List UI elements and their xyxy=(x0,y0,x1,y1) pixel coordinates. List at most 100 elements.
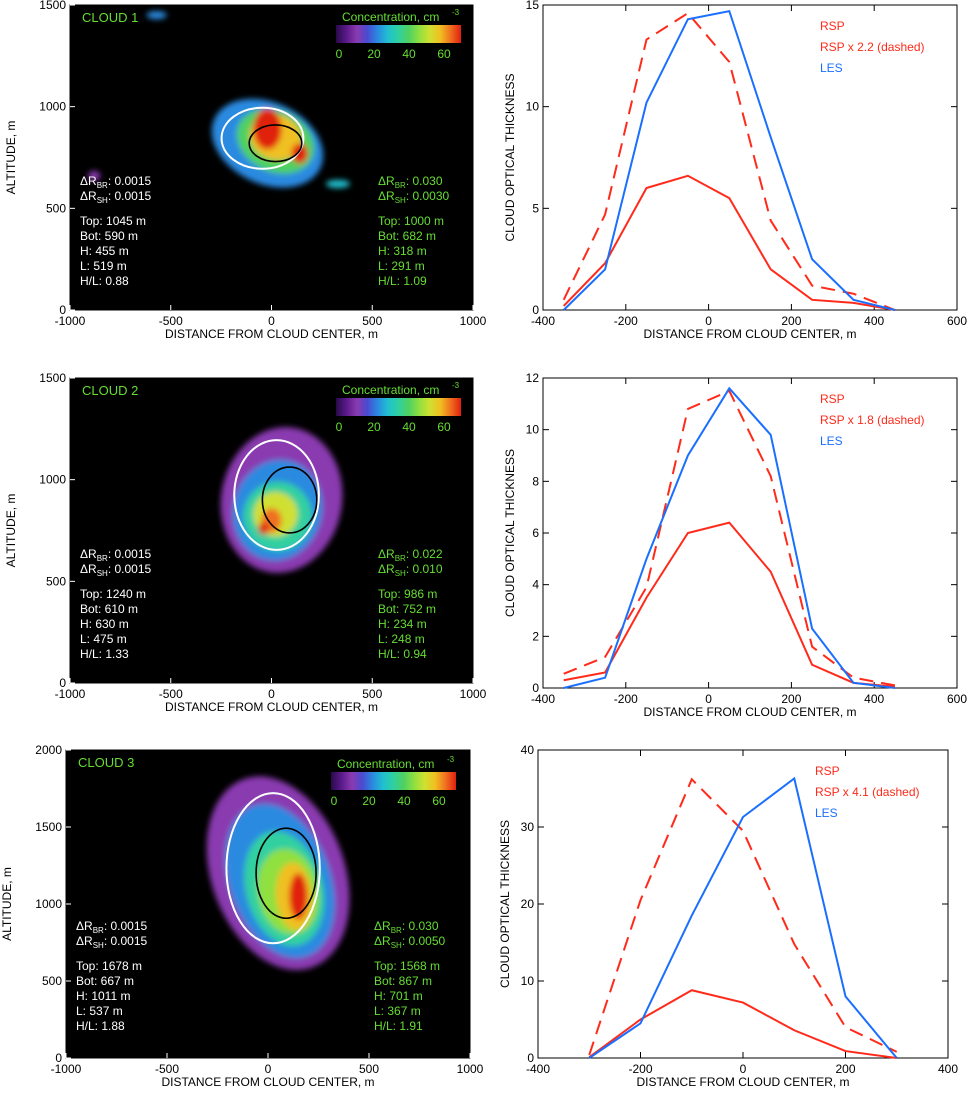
colorbar-tick: 20 xyxy=(367,420,381,434)
rsp-scaled-line xyxy=(588,777,898,1056)
x-tick-label: -400 xyxy=(531,314,555,328)
rsp-scaled-line xyxy=(563,389,896,687)
y-tick-label: 10 xyxy=(526,100,540,114)
delta-r-subscript: SH xyxy=(391,941,402,950)
colorbar-tick: 60 xyxy=(437,420,451,434)
colorbar-tick: 40 xyxy=(397,794,411,808)
delta-r-sh-value: : 0.0015 xyxy=(104,934,148,948)
les-stats-dr-sh: ΔRSH: 0.0015 xyxy=(76,934,148,950)
delta-r-label: ΔR xyxy=(80,562,97,576)
delta-r-br-value: : 0.030 xyxy=(406,174,443,188)
colorbar-tick: 20 xyxy=(367,47,381,61)
delta-r-subscript: BR xyxy=(97,554,108,563)
x-tick-label: 200 xyxy=(781,314,801,328)
x-tick-label: 400 xyxy=(938,1062,958,1076)
concentration-contour xyxy=(325,179,351,188)
rsp-stats-l: L: 291 m xyxy=(378,259,425,273)
colorbar-tick: 0 xyxy=(336,420,343,434)
delta-r-br-value: : 0.030 xyxy=(402,919,439,933)
cloud-boundary-les xyxy=(220,106,305,170)
rsp-stats-h: H: 234 m xyxy=(378,617,427,631)
y-tick-label: 1500 xyxy=(39,0,66,12)
x-tick-label: -500 xyxy=(159,687,183,701)
rsp-stats-hl: H/L: 1.91 xyxy=(374,1019,423,1033)
delta-r-label: ΔR xyxy=(76,919,93,933)
y-tick-label: 8 xyxy=(532,474,539,488)
delta-r-subscript: BR xyxy=(93,926,104,935)
y-tick-label: 5 xyxy=(532,201,539,215)
rsp-stats-bot: Bot: 682 m xyxy=(378,229,436,243)
rsp-stats-dr-sh: ΔRSH: 0.0030 xyxy=(378,189,450,205)
rsp-stats-bot: Bot: 867 m xyxy=(374,974,432,988)
colorbar-superscript: -3 xyxy=(452,8,460,17)
delta-r-br-value: : 0.0015 xyxy=(108,174,152,188)
x-tick-label: 400 xyxy=(864,692,884,706)
y-tick-label: 12 xyxy=(526,371,540,385)
y-tick-label: 10 xyxy=(521,974,535,988)
optical-thickness-panel-1: -400 -200 0 200 400 600 0 5 10 15 RSP RSP x 2.2 (da… xyxy=(503,0,967,341)
y-tick-label: 15 xyxy=(526,0,540,12)
legend-item: LES xyxy=(815,806,838,820)
x-tick-label: -400 xyxy=(526,1062,550,1076)
rsp-stats-dr-br: ΔRBR: 0.030 xyxy=(378,174,443,190)
x-tick-label: 1000 xyxy=(457,1062,484,1076)
rsp-stats-dr-sh: ΔRSH: 0.010 xyxy=(378,562,443,578)
x-tick-label: 0 xyxy=(268,687,275,701)
les-stats-l: L: 537 m xyxy=(76,1004,123,1018)
delta-r-label: ΔR xyxy=(378,174,395,188)
optical-thickness-panel-2: -400 -200 0 200 400 600 0 2 4 6 8 10 12 RSP RSP x 1.8 … xyxy=(503,371,967,719)
delta-r-subscript: SH xyxy=(395,196,406,205)
cloud-boundary-core xyxy=(248,124,303,163)
legend-item: RSP x 4.1 (dashed) xyxy=(815,785,920,799)
les-stats-hl: H/L: 0.88 xyxy=(80,274,129,288)
y-tick-label: 1000 xyxy=(39,473,66,487)
les-stats-bot: Bot: 590 m xyxy=(80,229,138,243)
panel-title: CLOUD 3 xyxy=(78,755,134,770)
x-tick-label: 500 xyxy=(362,314,382,328)
y-axis-label: CLOUD OPTICAL THICKNESS xyxy=(498,820,512,988)
legend-item: LES xyxy=(820,61,843,75)
les-stats-top: Top: 1045 m xyxy=(80,214,146,228)
y-axis-label: ALTITUDE, m xyxy=(4,121,18,195)
colorbar-superscript: -3 xyxy=(447,755,455,764)
y-tick-label: 500 xyxy=(42,974,62,988)
les-stats-hl: H/L: 1.33 xyxy=(80,647,129,661)
concentration-contour xyxy=(88,170,101,181)
concentration-contour xyxy=(253,108,282,150)
rsp-stats-top: Top: 986 m xyxy=(378,587,437,601)
rsp-line xyxy=(588,989,897,1059)
legend-item: RSP x 2.2 (dashed) xyxy=(820,40,925,54)
cloud-boundary-core xyxy=(261,466,318,534)
x-tick-label: 0 xyxy=(265,1062,272,1076)
delta-r-label: ΔR xyxy=(374,919,391,933)
rsp-stats-h: H: 318 m xyxy=(378,244,427,258)
x-tick-label: -200 xyxy=(614,692,638,706)
les-line xyxy=(562,9,896,311)
x-tick-label: 1000 xyxy=(460,314,487,328)
delta-r-subscript: SH xyxy=(97,196,108,205)
y-tick-label: 0 xyxy=(59,303,66,317)
y-tick-label: 0 xyxy=(59,676,66,690)
les-stats-dr-br: ΔRBR: 0.0015 xyxy=(80,174,152,190)
x-tick-label: 500 xyxy=(359,1062,379,1076)
y-axis-label: CLOUD OPTICAL THICKNESS xyxy=(503,449,517,617)
les-stats-bot: Bot: 667 m xyxy=(76,974,134,988)
delta-r-subscript: BR xyxy=(391,926,402,935)
rsp-line xyxy=(563,521,895,688)
y-tick-label: 1000 xyxy=(39,100,66,114)
y-tick-label: 1500 xyxy=(35,820,62,834)
panel-title: CLOUD 1 xyxy=(82,10,138,25)
y-tick-label: 500 xyxy=(46,574,66,588)
rsp-stats-l: L: 367 m xyxy=(374,1004,421,1018)
cloud-boundary-les xyxy=(225,792,321,945)
colorbar-tick: 60 xyxy=(437,47,451,61)
rsp-stats-bot: Bot: 752 m xyxy=(378,602,436,616)
cloud-boundary-core xyxy=(255,827,317,920)
rsp-stats-hl: H/L: 0.94 xyxy=(378,647,427,661)
colorbar xyxy=(331,772,456,790)
les-stats-dr-sh: ΔRSH: 0.0015 xyxy=(80,562,152,578)
les-line xyxy=(588,776,898,1059)
y-axis-label: CLOUD OPTICAL THICKNESS xyxy=(503,73,517,241)
x-tick-label: 0 xyxy=(740,1062,747,1076)
